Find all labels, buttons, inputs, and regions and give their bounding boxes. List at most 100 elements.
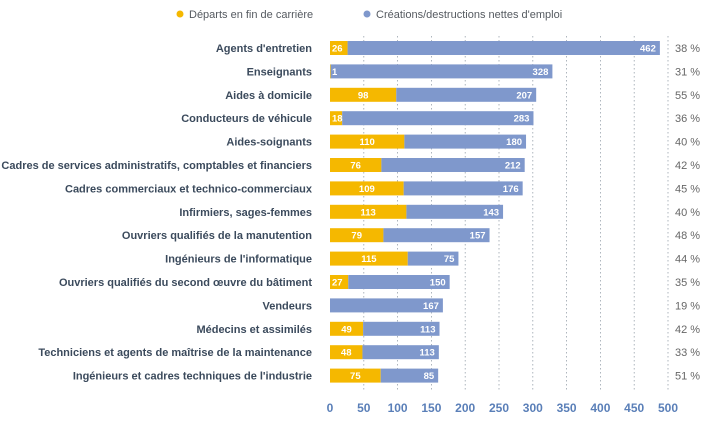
legend-item-creations: Créations/destructions nettes d'emploi [363,9,562,21]
percentage-label: 42 % [675,324,700,336]
category-label: Aides-soignants [226,137,312,149]
bar-creations [380,368,439,383]
percentage-label: 40 % [675,137,700,149]
bar-creations [383,228,490,243]
bar-departs [330,321,364,336]
bar-creations [381,158,525,172]
category-label: Vendeurs [262,300,312,312]
value-label-departs: 98 [358,90,369,101]
legend-label-departs: Départs en fin de carrière [189,9,313,21]
x-tick-label: 50 [357,401,371,415]
value-label-creations: 462 [640,44,656,55]
value-label-creations: 207 [516,90,532,101]
category-label: Aides à domicile [225,90,312,102]
percentage-label: 38 % [675,43,700,55]
bar-creations [403,181,523,196]
value-label-departs: 75 [350,371,361,382]
bar-creations [362,345,439,360]
value-label-creations: 212 [505,161,521,172]
legend-item-departs: Départs en fin de carrière [176,9,313,21]
bar-creations [330,64,553,79]
legend-label-creations: Créations/destructions nettes d'emploi [376,9,562,21]
percentage-label: 19 % [675,300,700,312]
percentage-label: 36 % [675,113,700,125]
value-label-departs: 110 [360,137,375,148]
value-label-creations: 167 [423,301,439,312]
legend: Départs en fin de carrière Créations/des… [176,9,562,21]
category-label: Conducteurs de véhicule [181,113,312,125]
bar-departs [330,368,381,383]
bar-creations [404,134,527,149]
x-tick-label: 150 [421,401,441,415]
x-tick-label: 250 [489,401,509,415]
percentage-label: 44 % [675,254,700,266]
bar-departs [330,111,343,126]
x-tick-label: 350 [557,401,577,415]
percentage-label: 55 % [675,90,700,102]
value-label-departs: 113 [361,207,376,218]
percentage-label: 51 % [675,371,700,383]
percentage-label: 48 % [675,230,700,242]
bar-creations [407,251,459,266]
bar-departs [330,251,408,266]
x-tick-label: 0 [327,401,334,415]
value-label-departs: 49 [341,324,352,335]
bar-creations [347,41,660,55]
value-label-creations: 143 [483,207,499,218]
value-label-departs: 48 [341,348,352,359]
value-label-departs: 26 [332,44,343,55]
bar-departs [330,134,405,149]
bar-departs [330,181,404,196]
bar-departs [330,64,331,79]
x-tick-label: 400 [590,401,610,415]
bar-departs [330,158,382,172]
value-label-creations: 180 [506,137,522,148]
x-tick-label: 300 [523,401,543,415]
bar-creations [406,204,504,219]
value-label-creations: 328 [533,67,549,78]
bars: 26 462 1 328 98 207 18 283 110 180 76 212 109 176 113 1… [330,41,660,383]
category-label: Cadres commerciaux et technico-commercia… [65,183,313,195]
bar-departs [330,41,348,55]
bar-creations [342,111,534,126]
percentage-labels: 38 % 31 % 55 % 36 % 40 % 42 % 45 % 40 % 48 % 44 %… [675,43,700,383]
value-label-creations: 150 [430,278,446,289]
x-tick-label: 100 [388,401,408,415]
category-label: Médecins et assimilés [196,324,312,336]
value-label-creations: 157 [470,231,486,242]
category-label: Agents d'entretien [216,43,312,55]
value-label-creations: 113 [420,348,435,359]
percentage-label: 33 % [675,347,700,359]
value-label-creations: 75 [444,254,455,265]
category-label: Ouvriers qualifiés de la manutention [122,230,312,242]
value-label-departs: 1 [332,67,338,78]
x-tick-label: 200 [455,401,475,415]
category-label: Ingénieurs de l'informatique [165,254,312,266]
category-label: Enseignants [247,66,312,78]
x-tick-label: 500 [658,401,678,415]
value-label-departs: 115 [361,254,377,265]
category-label: Infirmiers, sages-femmes [179,207,312,219]
value-label-departs: 76 [350,161,361,172]
bar-departs [330,204,407,219]
category-label: Cadres de services administratifs, compt… [1,160,312,172]
bar-departs [330,275,349,289]
category-label: Techniciens et agents de maîtrise de la … [38,347,312,359]
percentage-label: 42 % [675,160,700,172]
value-label-departs: 18 [332,114,343,125]
legend-marker-creations [363,10,371,18]
category-labels: Agents d'entretien Enseignants Aides à dom… [1,43,312,383]
percentage-label: 31 % [675,66,700,78]
bar-departs [330,345,363,360]
category-label: Ouvriers qualifiés du second œuvre du bâ… [59,277,312,289]
bar-creations [348,275,450,289]
bar-creations [363,321,440,336]
value-label-departs: 109 [359,184,375,195]
value-label-creations: 85 [424,371,435,382]
value-label-departs: 79 [351,231,362,242]
value-label-creations: 283 [514,114,530,125]
percentage-label: 45 % [675,183,700,195]
x-tick-label: 450 [624,401,644,415]
x-axis-ticks: 0 50 100 150 200 250 300 350 400 450 500 [327,401,679,415]
